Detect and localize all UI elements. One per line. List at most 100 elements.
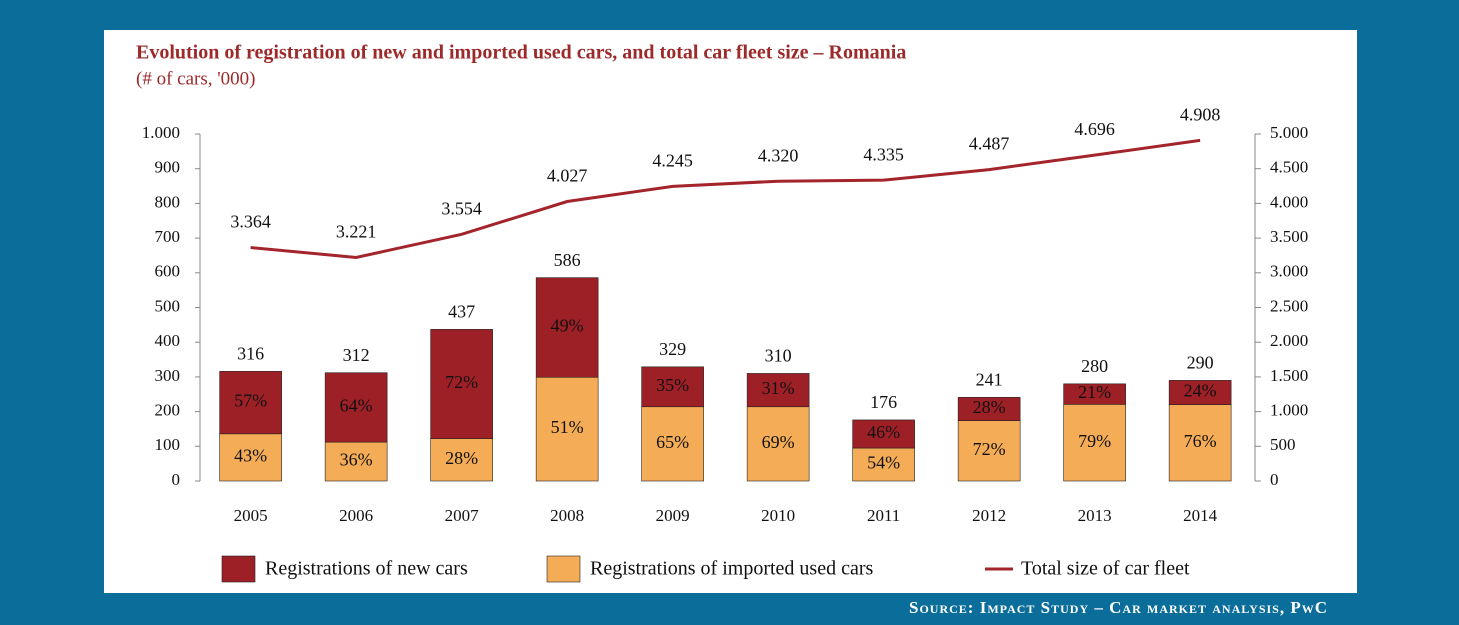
total-label: 586 (554, 250, 581, 270)
line-value-label: 4.335 (863, 144, 904, 164)
total-label: 310 (765, 346, 792, 366)
share-label: 79% (1078, 431, 1111, 451)
total-label: 241 (976, 369, 1003, 389)
legend-swatch (221, 555, 256, 583)
bar-segment (641, 406, 704, 482)
bar-segment (1168, 380, 1232, 405)
share-label: 72% (973, 439, 1006, 459)
x-tick-label: 2012 (972, 506, 1006, 525)
y2-tick-label: 1.000 (1270, 401, 1308, 420)
y-tick-label: 1.000 (142, 123, 180, 142)
y-tick-label: 600 (155, 262, 181, 281)
bar-segment (641, 366, 704, 408)
bar-segment (219, 433, 282, 482)
bar-segment (852, 447, 915, 482)
x-tick-label: 2006 (339, 506, 373, 525)
share-label: 72% (445, 372, 478, 392)
share-label: 49% (551, 316, 584, 336)
share-label: 24% (1184, 381, 1217, 401)
share-label: 69% (762, 432, 795, 452)
total-label: 437 (448, 301, 475, 321)
bar-segment (957, 420, 1021, 482)
y2-tick-label: 2.000 (1270, 331, 1308, 350)
panel (104, 30, 1357, 593)
share-label: 43% (234, 446, 267, 466)
share-label: 76% (1184, 431, 1217, 451)
total-label: 329 (659, 339, 686, 359)
x-tick-label: 2011 (867, 506, 900, 525)
y-tick-label: 900 (155, 158, 181, 177)
bar-segment (219, 371, 282, 435)
bar-segment (1063, 404, 1126, 482)
line-value-label: 4.320 (758, 145, 799, 165)
bar-segment (746, 373, 810, 408)
y-tick-label: 300 (155, 366, 181, 385)
chart-subtitle: (# of cars, '000) (136, 68, 256, 89)
x-tick-label: 2009 (656, 506, 690, 525)
share-label: 21% (1078, 382, 1111, 402)
x-tick-label: 2013 (1078, 506, 1112, 525)
y2-tick-label: 3.500 (1270, 227, 1308, 246)
x-tick-label: 2014 (1183, 506, 1218, 525)
y2-tick-label: 4.000 (1270, 192, 1308, 211)
share-label: 28% (445, 448, 478, 468)
y2-tick-label: 500 (1270, 435, 1296, 454)
legend-swatch (546, 555, 581, 583)
line-value-label: 4.487 (969, 134, 1010, 154)
bar-segment (430, 329, 493, 439)
x-tick-label: 2005 (234, 506, 268, 525)
bar-segment (1063, 383, 1126, 405)
y-tick-label: 500 (155, 296, 181, 315)
line-value-label: 3.554 (441, 198, 482, 218)
line-value-label: 4.696 (1074, 119, 1115, 139)
bar-segment (957, 397, 1021, 421)
total-label: 312 (343, 345, 370, 365)
share-label: 65% (656, 432, 689, 452)
x-tick-label: 2010 (761, 506, 795, 525)
line-value-label: 4.908 (1180, 105, 1221, 125)
share-label: 54% (867, 453, 900, 473)
y2-tick-label: 0 (1270, 470, 1279, 489)
share-label: 31% (762, 378, 795, 398)
bar-segment (535, 277, 599, 378)
bar-segment (430, 438, 493, 482)
legend-label: Total size of car fleet (1021, 558, 1190, 580)
line-value-label: 3.221 (336, 222, 377, 242)
share-label: 28% (973, 397, 1006, 417)
share-label: 51% (551, 417, 584, 437)
line-value-label: 4.027 (547, 166, 588, 186)
share-label: 36% (340, 450, 373, 470)
y-tick-label: 100 (155, 435, 181, 454)
bar-segment (852, 419, 915, 449)
y-tick-label: 400 (155, 331, 181, 350)
y-tick-label: 200 (155, 401, 181, 420)
line-value-label: 3.364 (230, 212, 271, 232)
total-label: 176 (870, 392, 897, 412)
share-label: 35% (656, 375, 689, 395)
y2-tick-label: 2.500 (1270, 296, 1308, 315)
source: Source: Impact Study – Car market analys… (909, 598, 1328, 617)
share-label: 57% (234, 391, 267, 411)
y-tick-label: 0 (172, 470, 181, 489)
y2-tick-label: 5.000 (1270, 123, 1308, 142)
x-tick-label: 2008 (550, 506, 584, 525)
bar-segment (324, 441, 388, 482)
bar-segment (535, 376, 599, 482)
y2-tick-label: 4.500 (1270, 158, 1308, 177)
line-value-label: 4.245 (652, 151, 693, 171)
y2-tick-label: 1.500 (1270, 366, 1308, 385)
legend-label: Registrations of new cars (265, 558, 468, 580)
share-label: 64% (340, 396, 373, 416)
total-label: 316 (237, 343, 264, 363)
legend-label: Registrations of imported used cars (590, 558, 873, 580)
bar-segment (746, 406, 810, 482)
x-tick-label: 2007 (445, 506, 480, 525)
total-label: 290 (1187, 352, 1214, 372)
bar-segment (1168, 404, 1232, 482)
y-tick-label: 700 (155, 227, 181, 246)
fleet-line (250, 138, 1201, 259)
total-label: 280 (1081, 356, 1108, 376)
y2-tick-label: 3.000 (1270, 262, 1308, 281)
